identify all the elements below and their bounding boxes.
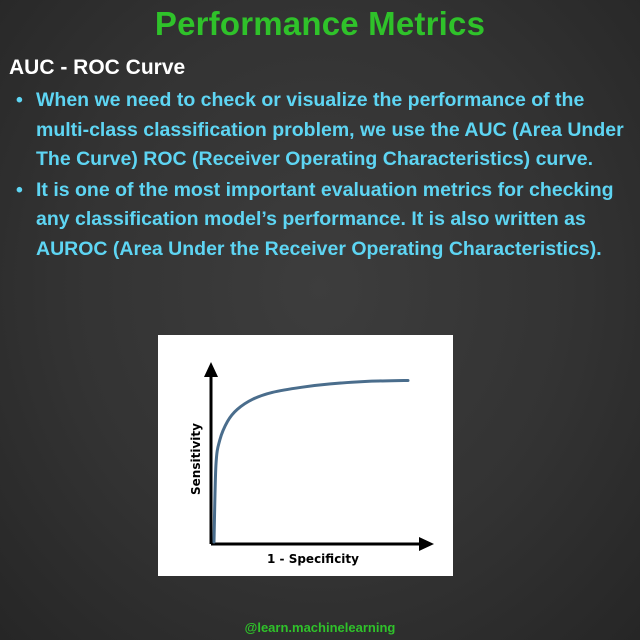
bullet-dot-icon: • <box>16 89 23 111</box>
bullet-item: • When we need to check or visualize the… <box>12 86 634 175</box>
y-axis-label: Sensitivity <box>189 423 203 495</box>
bullet-text: When we need to check or visualize the p… <box>36 89 624 170</box>
x-axis-arrow-icon <box>419 537 434 551</box>
section-title: AUC - ROC Curve <box>9 56 186 79</box>
bullet-dot-icon: • <box>16 178 23 201</box>
roc-curve-figure: Sensitivity 1 - Specificity <box>158 335 453 576</box>
bullet-item: • It is one of the most important evalua… <box>12 176 634 265</box>
y-axis-arrow-icon <box>204 362 218 377</box>
page-title: Performance Metrics <box>154 5 486 42</box>
roc-chart: Sensitivity 1 - Specificity <box>189 362 434 566</box>
bullet-list: • When we need to check or visualize the… <box>12 86 634 265</box>
roc-curve-line <box>212 379 410 544</box>
x-axis-label: 1 - Specificity <box>267 552 359 566</box>
footer-handle: @learn.machinelearning <box>244 620 396 635</box>
bullet-text: It is one of the most important evaluati… <box>36 178 614 260</box>
